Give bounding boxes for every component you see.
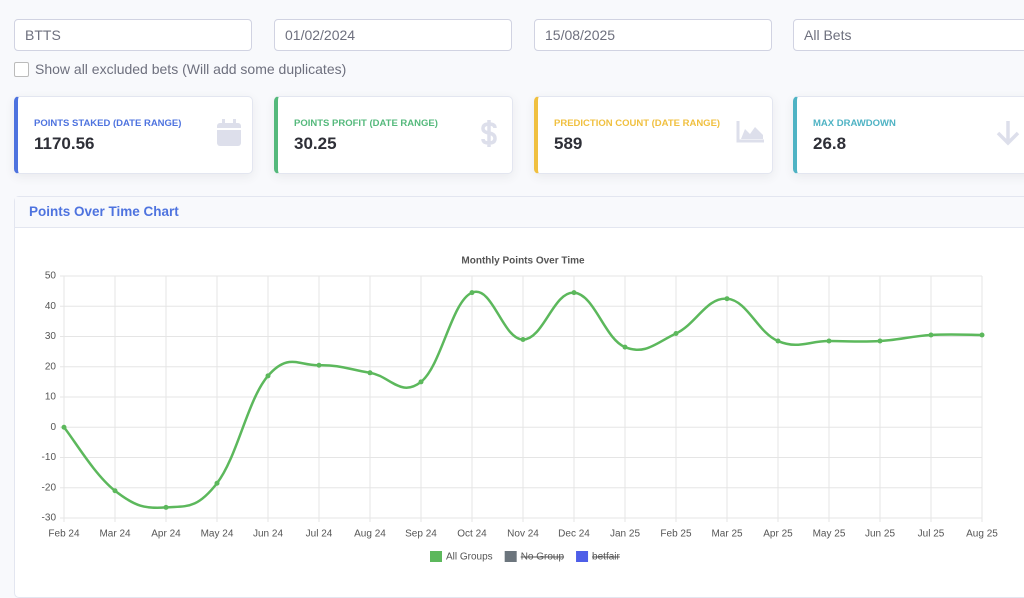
point <box>571 290 577 296</box>
card-value: 1170.56 <box>34 134 95 153</box>
x-tick-label: Apr 25 <box>763 529 793 540</box>
chart: Monthly Points Over Time -30 -20 -10 0 10 20 3… <box>42 256 999 563</box>
point <box>775 338 781 344</box>
area-chart-icon <box>736 121 764 143</box>
card: POINTS STAKED (DATE RANGE) 1170.56 <box>14 96 253 174</box>
x-tick-label: Aug 24 <box>354 529 386 540</box>
x-tick-label: Feb 24 <box>48 529 80 540</box>
y-tick-label: 30 <box>45 331 57 342</box>
card-label: POINTS STAKED (DATE RANGE) <box>34 118 182 129</box>
date-to-input[interactable]: 15/08/2025 <box>534 19 772 51</box>
y-tick-label: -30 <box>42 513 57 524</box>
card: MAX DRAWDOWN 26.8 <box>793 96 1024 174</box>
x-tick-label: Jul 25 <box>918 529 945 540</box>
x-tick-label: Jan 25 <box>610 529 640 540</box>
x-tick-label: Mar 24 <box>99 529 131 540</box>
point <box>367 370 373 376</box>
y-tick-label: 0 <box>50 422 56 433</box>
point <box>112 488 118 494</box>
x-tick-label: Sep 24 <box>405 529 437 540</box>
point <box>928 332 934 338</box>
point <box>469 290 475 296</box>
point <box>877 338 883 344</box>
x-tick-label: Jun 24 <box>253 529 283 540</box>
legend-label: betfair <box>592 552 620 563</box>
x-tick-label: Apr 24 <box>151 529 181 540</box>
date-from-input[interactable]: 01/02/2024 <box>274 19 512 51</box>
point <box>673 330 679 336</box>
x-tick-label: Oct 24 <box>457 529 487 540</box>
dollar-icon <box>481 120 497 147</box>
legend-label: No Group <box>521 552 565 563</box>
point <box>265 373 271 379</box>
card-label: POINTS PROFIT (DATE RANGE) <box>294 118 438 129</box>
market-input[interactable]: BTTS <box>14 19 252 51</box>
y-tick-label: 20 <box>45 361 57 372</box>
x-tick-label: Jun 25 <box>865 529 895 540</box>
y-tick-label: -20 <box>42 482 57 493</box>
chart-title: Monthly Points Over Time <box>461 256 585 267</box>
point <box>214 480 220 486</box>
x-tick-label: Aug 25 <box>966 529 998 540</box>
panel-title: Points Over Time Chart <box>29 204 179 219</box>
card: PREDICTION COUNT (DATE RANGE) 589 <box>534 96 773 174</box>
point <box>163 504 169 510</box>
x-tick-label: May 25 <box>813 529 846 540</box>
point <box>622 344 628 350</box>
x-tick-label: Feb 25 <box>660 529 692 540</box>
card-value: 30.25 <box>294 134 337 153</box>
legend: All Groups No Group betfair <box>430 551 621 563</box>
x-tick-label: May 24 <box>201 529 234 540</box>
checkbox-label[interactable]: Show all excluded bets (Will add some du… <box>35 61 347 77</box>
point <box>418 379 424 385</box>
x-tick-label: Dec 24 <box>558 529 590 540</box>
x-tick-label: Mar 25 <box>711 529 743 540</box>
arrow-down-icon <box>996 121 1020 146</box>
point <box>61 424 67 430</box>
legend-swatch <box>576 551 589 562</box>
y-tick-label: 40 <box>45 301 57 312</box>
y-tick-label: -10 <box>42 452 57 463</box>
x-tick-label: Nov 24 <box>507 529 539 540</box>
page: BTTS 01/02/2024 15/08/2025 All Bets Show… <box>14 19 1024 598</box>
point <box>979 332 985 338</box>
card: POINTS PROFIT (DATE RANGE) 30.25 <box>274 96 513 174</box>
x-tick-label: Jul 24 <box>306 529 333 540</box>
point <box>316 362 322 368</box>
card-label: MAX DRAWDOWN <box>813 118 896 129</box>
card-label: PREDICTION COUNT (DATE RANGE) <box>554 118 721 129</box>
bet-type-select[interactable]: All Bets <box>793 19 1024 51</box>
point <box>724 296 730 302</box>
point <box>826 338 832 344</box>
legend-swatch <box>504 551 517 562</box>
card-value: 589 <box>554 134 583 153</box>
checkbox[interactable] <box>14 62 29 77</box>
card-value: 26.8 <box>813 134 847 153</box>
panel-header <box>15 197 1024 228</box>
y-tick-label: 10 <box>45 392 57 403</box>
calendar-icon <box>217 119 241 146</box>
legend-label: All Groups <box>446 552 493 563</box>
point <box>520 337 526 343</box>
legend-swatch <box>430 551 442 562</box>
y-tick-label: 50 <box>45 271 57 282</box>
